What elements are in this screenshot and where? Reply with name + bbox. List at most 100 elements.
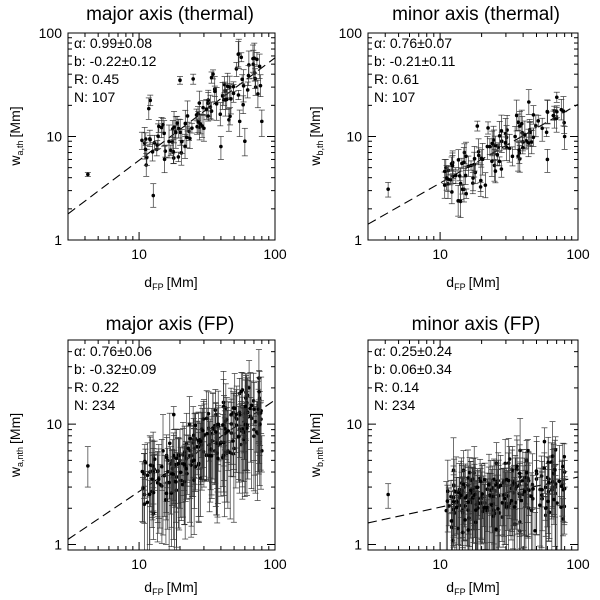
data-point xyxy=(204,416,209,421)
plot-marks xyxy=(67,38,276,215)
error-bar xyxy=(488,482,495,543)
data-point xyxy=(178,78,182,82)
data-point xyxy=(174,456,179,461)
data-point xyxy=(206,411,211,416)
data-point xyxy=(561,109,566,114)
data-point xyxy=(231,439,235,443)
data-point xyxy=(478,185,483,189)
error-bar xyxy=(255,380,262,473)
data-point xyxy=(183,144,187,149)
data-point xyxy=(156,134,160,138)
data-point xyxy=(557,479,562,484)
stats-box: α: 0.25±0.24 b: 0.06±0.34 R: 0.14 N: 234 xyxy=(374,343,452,413)
plot-marks xyxy=(367,89,579,225)
data-point xyxy=(221,423,225,427)
data-point xyxy=(464,191,468,196)
error-bar xyxy=(231,373,238,439)
data-point xyxy=(188,436,193,441)
data-point xyxy=(258,83,263,88)
x-label-main: d xyxy=(446,579,454,595)
x-tick-label: 10 xyxy=(432,246,448,262)
data-point xyxy=(234,412,239,417)
data-point xyxy=(499,129,504,133)
stat-n: N: 107 xyxy=(374,89,415,105)
data-point xyxy=(216,456,220,461)
y-axis-label: wb,th [Mm] xyxy=(307,106,325,166)
data-point xyxy=(478,479,483,484)
data-point xyxy=(221,440,226,445)
x-axis-label: dFP [Mm] xyxy=(144,579,197,597)
data-point xyxy=(485,487,490,491)
data-point xyxy=(214,441,219,445)
data-point xyxy=(214,430,218,434)
data-point xyxy=(159,125,164,130)
x-label-main: d xyxy=(144,274,152,290)
error-bar xyxy=(200,401,207,481)
data-point xyxy=(526,141,531,145)
data-point xyxy=(555,501,559,505)
error-bar xyxy=(514,439,521,482)
data-point xyxy=(253,85,258,89)
error-bar xyxy=(195,429,202,479)
plot-marks xyxy=(67,349,276,551)
error-bar xyxy=(163,475,170,521)
data-point xyxy=(500,501,504,505)
error-bar xyxy=(256,370,263,464)
data-point xyxy=(260,119,264,124)
y-tick-label: 100 xyxy=(39,25,63,41)
stat-alpha: α: 0.25±0.24 xyxy=(374,343,452,359)
data-point xyxy=(151,193,156,198)
data-point xyxy=(207,453,212,458)
data-point xyxy=(545,110,550,114)
data-point xyxy=(475,485,479,490)
data-point xyxy=(201,417,206,421)
fit-line xyxy=(367,476,579,524)
error-bar xyxy=(212,402,219,507)
error-bar xyxy=(154,451,161,543)
x-tick-label: 100 xyxy=(566,556,590,572)
data-point xyxy=(236,52,241,57)
error-bar xyxy=(199,411,206,468)
panel-minor-axis-fp: minor axis (FP) 10 100 1 10 α: 0.25±0.24 b:… xyxy=(307,314,590,597)
data-point xyxy=(219,144,223,149)
data-point xyxy=(506,478,511,483)
y-axis-label: wa,nth [Mm] xyxy=(7,413,25,478)
y-axis-label: wa,th [Mm] xyxy=(7,106,25,166)
data-point xyxy=(157,477,161,482)
stat-r: R: 0.61 xyxy=(374,71,419,87)
data-point xyxy=(466,500,471,504)
x-axis-label: dFP [Mm] xyxy=(446,274,499,292)
data-point xyxy=(243,139,247,144)
error-bar xyxy=(175,438,182,529)
data-point xyxy=(489,503,494,507)
data-point xyxy=(471,176,475,180)
data-point xyxy=(197,101,202,105)
error-bar xyxy=(187,422,194,487)
y-tick-label: 10 xyxy=(346,416,362,432)
data-point xyxy=(164,455,169,460)
data-point xyxy=(86,464,90,468)
data-point xyxy=(214,102,219,106)
data-point xyxy=(547,480,551,485)
data-point xyxy=(167,441,172,446)
data-point xyxy=(209,75,214,80)
data-point xyxy=(542,439,547,444)
data-point xyxy=(524,470,529,475)
data-point xyxy=(251,399,256,403)
data-point xyxy=(178,130,182,135)
x-label-sub: FP xyxy=(454,282,466,292)
data-point xyxy=(442,169,447,174)
data-point xyxy=(515,464,519,469)
data-point xyxy=(184,466,189,471)
data-point xyxy=(496,506,500,511)
plot-marks xyxy=(367,418,579,551)
data-point xyxy=(462,150,467,155)
error-bar xyxy=(254,404,261,501)
data-point xyxy=(495,152,500,157)
data-point xyxy=(475,124,480,128)
data-point xyxy=(514,113,519,118)
data-point xyxy=(256,92,260,96)
error-bar xyxy=(524,439,531,523)
data-point xyxy=(466,528,470,532)
